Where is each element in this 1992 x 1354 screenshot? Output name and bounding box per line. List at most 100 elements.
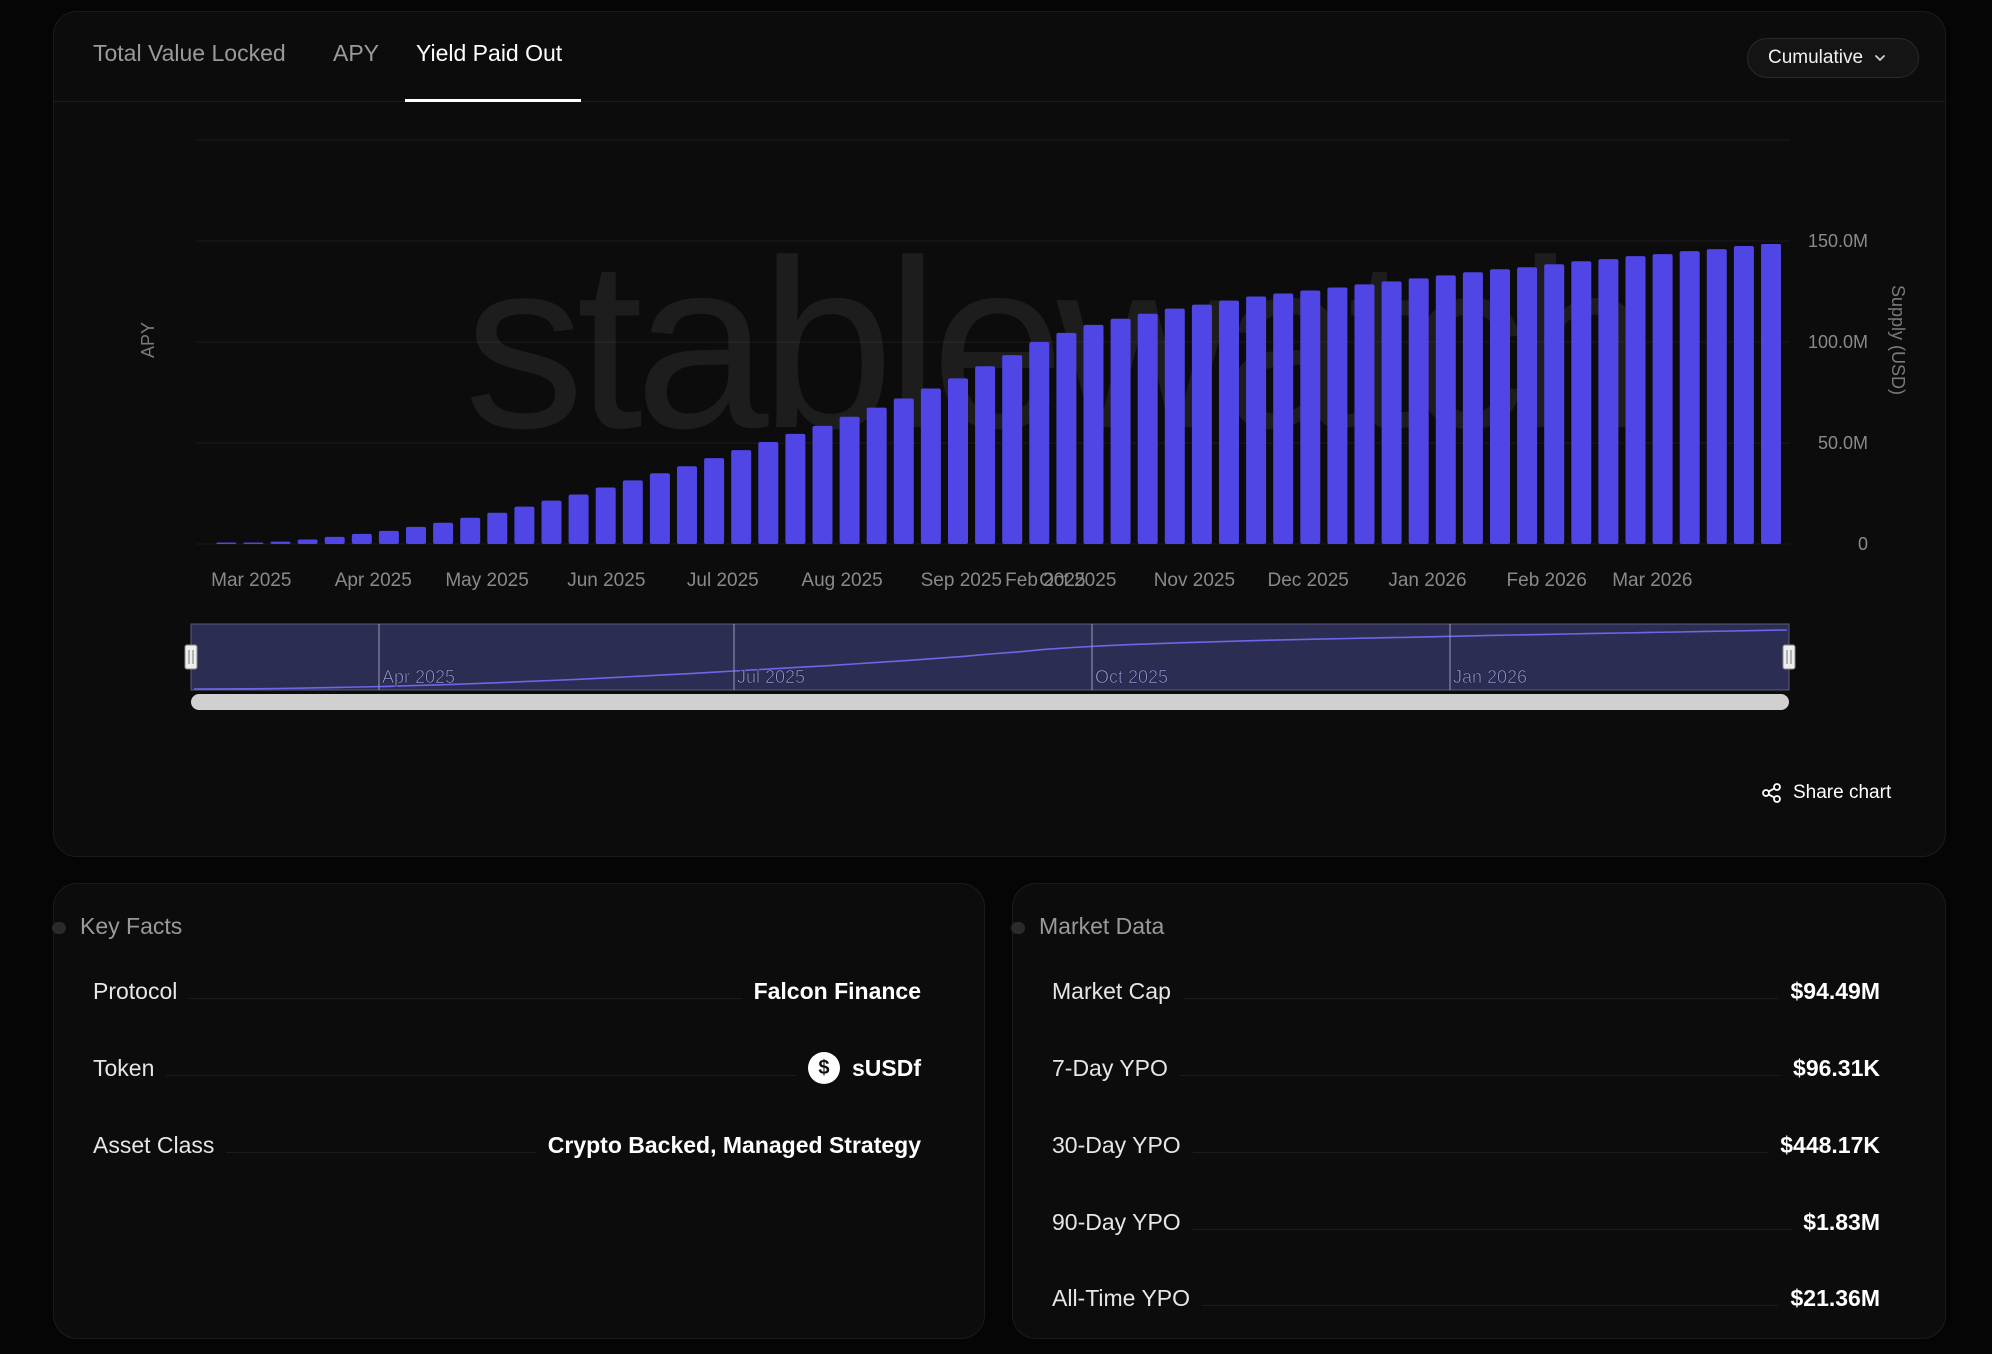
chart-bar[interactable]	[216, 542, 237, 545]
chart-bar[interactable]	[1029, 342, 1050, 544]
active-tab-indicator	[405, 99, 581, 102]
range-navigator[interactable]: Apr 2025 Jul 2025 Oct 2025 Jan 2026	[184, 623, 1796, 710]
market-data-panel: Market Data Market Cap $94.49M 7-Day YPO…	[1011, 883, 1946, 1339]
row-label: 7-Day YPO	[1052, 1054, 1168, 1081]
chart-bar[interactable]	[1083, 324, 1104, 544]
chart-bar[interactable]	[1164, 308, 1185, 544]
chart-bar[interactable]	[324, 536, 345, 544]
chart-bar[interactable]	[1056, 332, 1077, 544]
navigator-scrollbar[interactable]	[191, 694, 1789, 710]
row-divider	[1192, 1228, 1792, 1230]
y-tick-label: 150.0M	[1808, 231, 1868, 251]
chart-bar[interactable]	[758, 441, 779, 544]
chart-bar[interactable]	[1571, 261, 1592, 544]
chart-bar[interactable]	[541, 500, 562, 544]
chart-bar[interactable]	[1219, 300, 1239, 544]
chart-bar[interactable]	[704, 458, 725, 544]
navigator-label: Jan 2026	[1453, 667, 1527, 687]
chart-bar[interactable]	[1191, 304, 1212, 544]
chart-bar[interactable]	[1300, 290, 1321, 544]
navigator-left-handle[interactable]	[184, 644, 198, 670]
share-icon	[1762, 783, 1781, 803]
chart-bar[interactable]	[1544, 264, 1565, 544]
chart-bar[interactable]	[920, 388, 941, 544]
chart-bar[interactable]	[948, 378, 968, 544]
tab-total-value-locked[interactable]: Total Value Locked	[93, 40, 286, 66]
market-row-30-day-ypo: 30-Day YPO $448.17K	[1052, 1125, 1880, 1165]
chart-card: Total Value Locked APY Yield Paid Out Cu…	[53, 11, 1946, 857]
chart-bar[interactable]	[1110, 318, 1131, 544]
chart-bar[interactable]	[1408, 278, 1429, 544]
chart-bar[interactable]	[893, 398, 914, 544]
chart-bar[interactable]	[866, 407, 887, 544]
chart-bar[interactable]	[1761, 244, 1781, 544]
chart-bar[interactable]	[460, 517, 481, 544]
chart-bar[interactable]	[595, 487, 616, 544]
chart-bar[interactable]	[839, 416, 860, 544]
y-axis-label-right: Supply (USD)	[1888, 285, 1908, 395]
panel-dot	[52, 922, 66, 934]
row-label: Protocol	[93, 977, 178, 1004]
navigator-label: Jul 2025	[737, 667, 805, 687]
chart-bar[interactable]	[1381, 281, 1402, 544]
chart-bar[interactable]	[1435, 275, 1456, 544]
x-tick-label: Jul 2025	[687, 570, 759, 591]
y-axis-ticks: 0 50.0M 100.0M 150.0M	[1808, 231, 1868, 554]
row-divider	[226, 1151, 536, 1153]
chart-bar[interactable]	[378, 530, 399, 544]
key-fact-row-token: Token $ sUSDf	[93, 1048, 921, 1088]
y-tick-label: 0	[1858, 534, 1868, 554]
chart-bar[interactable]	[1598, 259, 1619, 544]
chart-bar[interactable]	[1354, 284, 1375, 544]
dropdown-label: Cumulative	[1768, 47, 1864, 68]
chart-bar[interactable]	[1273, 293, 1294, 544]
share-chart-button[interactable]: Share chart	[1761, 782, 1891, 804]
market-row-market-cap: Market Cap $94.49M	[1052, 971, 1880, 1011]
row-value: Falcon Finance	[753, 977, 921, 1004]
market-row-90-day-ypo: 90-Day YPO $1.83M	[1052, 1202, 1880, 1242]
x-tick-label: Nov 2025	[1154, 570, 1235, 591]
chart-bar[interactable]	[1137, 313, 1158, 544]
row-value: $94.49M	[1790, 977, 1880, 1004]
chart-bar[interactable]	[1652, 254, 1673, 544]
tab-yield-paid-out[interactable]: Yield Paid Out	[416, 40, 563, 66]
row-value: $21.36M	[1790, 1284, 1880, 1311]
chart-bar[interactable]	[568, 494, 589, 544]
navigator-right-handle[interactable]	[1782, 644, 1796, 670]
chart-bar[interactable]	[297, 539, 318, 544]
chart-bar[interactable]	[487, 512, 508, 544]
chart-bar[interactable]	[1517, 267, 1538, 544]
chart-bar[interactable]	[1002, 355, 1023, 544]
share-chart-label: Share chart	[1793, 782, 1892, 803]
chart-bar[interactable]	[1490, 269, 1510, 544]
chart-bar[interactable]	[1327, 287, 1348, 544]
tab-apy[interactable]: APY	[333, 40, 380, 66]
chart-bar[interactable]	[1246, 296, 1267, 544]
chart-bar[interactable]	[1733, 246, 1754, 545]
x-tick-label: Dec 2025	[1268, 570, 1349, 591]
chart-bar[interactable]	[785, 433, 806, 544]
chart-bar[interactable]	[433, 522, 454, 544]
chart-bar[interactable]	[243, 542, 264, 545]
chart-tabs: Total Value Locked APY Yield Paid Out Cu…	[54, 12, 1945, 102]
chart-bar[interactable]	[622, 480, 643, 544]
chart-bar[interactable]	[406, 526, 426, 544]
chart-bar[interactable]	[649, 473, 670, 544]
row-divider	[189, 997, 742, 999]
chart-bar[interactable]	[812, 425, 833, 544]
chart-bar[interactable]	[1706, 249, 1727, 544]
cumulative-dropdown[interactable]: Cumulative	[1747, 38, 1919, 78]
token-link[interactable]: $ sUSDf	[807, 1052, 921, 1084]
chart-bar[interactable]	[975, 366, 996, 544]
chart-bar[interactable]	[1625, 256, 1646, 544]
chart-bar[interactable]	[731, 450, 752, 544]
chart-bar[interactable]	[1679, 251, 1700, 544]
chart-bar[interactable]	[351, 533, 372, 544]
chart-bar[interactable]	[514, 506, 535, 544]
market-row-all-time-ypo: All-Time YPO $21.36M	[1052, 1278, 1880, 1318]
chart-bar[interactable]	[270, 541, 291, 544]
chart-bar[interactable]	[677, 466, 697, 544]
x-tick-label: Jun 2025	[567, 570, 645, 591]
chart-bar[interactable]	[1462, 272, 1483, 544]
